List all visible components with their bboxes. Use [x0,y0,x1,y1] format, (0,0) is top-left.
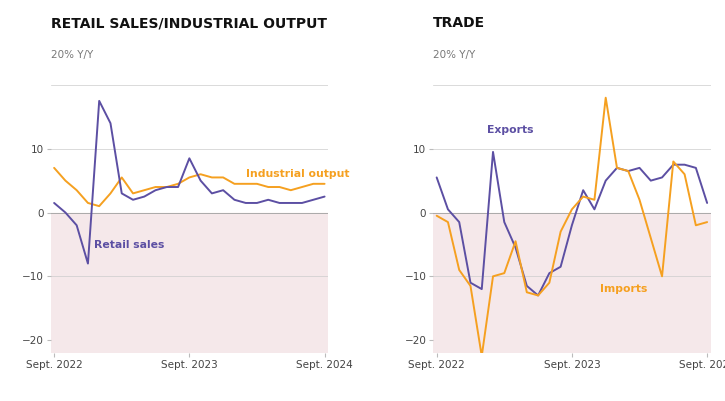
Text: Exports: Exports [487,125,534,135]
Text: Imports: Imports [600,284,647,294]
Text: Retail sales: Retail sales [94,240,164,249]
Text: Industrial output: Industrial output [246,170,349,179]
Text: 20% Y/Y: 20% Y/Y [434,50,476,60]
Bar [434,213,710,353]
Text: 20% Y/Y: 20% Y/Y [51,50,93,60]
Text: TRADE: TRADE [434,16,486,30]
Bar [51,213,328,353]
Text: RETAIL SALES/INDUSTRIAL OUTPUT: RETAIL SALES/INDUSTRIAL OUTPUT [51,16,327,30]
